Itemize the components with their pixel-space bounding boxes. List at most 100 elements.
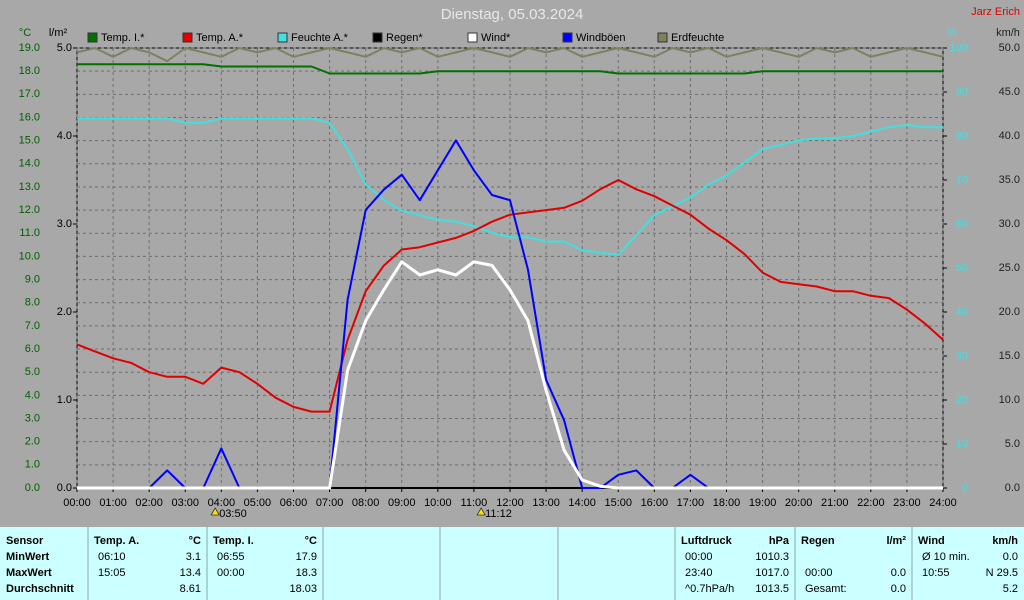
y3-tick-label: 2.0 (57, 306, 72, 318)
x-tick-label: 09:00 (388, 497, 416, 509)
table-cell: 0.0 (1003, 551, 1018, 563)
x-tick-label: 15:00 (604, 497, 632, 509)
legend-swatch (562, 32, 573, 43)
y-axis-title: °C (19, 27, 31, 39)
y3-tick-label: 3.0 (57, 218, 72, 230)
table-cell: 18.3 (296, 567, 317, 579)
y3-tick-label: 5.0 (57, 42, 72, 54)
table-cell: 1010.3 (755, 551, 789, 563)
y2-tick-label: 60 (956, 218, 968, 230)
x-tick-label: 03:00 (171, 497, 199, 509)
table-cell: 06:55 (217, 551, 245, 563)
y4-tick-label: 0.0 (1005, 482, 1020, 494)
y4-tick-label: 40.0 (999, 130, 1020, 142)
y4-tick-label: 45.0 (999, 86, 1020, 98)
legend-label: Wind* (481, 32, 511, 44)
x-tick-label: 18:00 (713, 497, 741, 509)
legend-swatch (467, 32, 478, 43)
table-header-cell: °C (189, 535, 201, 547)
y4-tick-label: 10.0 (999, 394, 1020, 406)
y-tick-label: 11.0 (19, 227, 40, 239)
table-cell: 00:00 (217, 567, 245, 579)
series-line (76, 47, 944, 63)
y-tick-label: 10.0 (19, 250, 40, 262)
x-tick-label: 21:00 (821, 497, 849, 509)
legend-label: Erdfeuchte (671, 32, 724, 44)
x-tick-label: 14:00 (568, 497, 596, 509)
x-tick-label: 22:00 (857, 497, 885, 509)
y-tick-label: 16.0 (19, 111, 40, 123)
y-tick-label: 18.0 (19, 65, 40, 77)
legend-swatch (87, 32, 98, 43)
table-cell: 1013.5 (755, 583, 789, 595)
y-tick-label: 5.0 (25, 366, 40, 378)
y2-tick-label: 100 (950, 42, 968, 54)
y-tick-label: 0.0 (25, 482, 40, 494)
y4-tick-label: 25.0 (999, 262, 1020, 274)
legend-swatch (372, 32, 383, 43)
legend-label: Temp. I.* (101, 32, 145, 44)
legend-label: Regen* (386, 32, 423, 44)
y-tick-label: 13.0 (19, 181, 40, 193)
table-cell: ^0.7hPa/h (685, 583, 734, 595)
x-tick-label: 16:00 (641, 497, 669, 509)
table-cell: 00:00 (805, 567, 833, 579)
table-cell: MinWert (6, 551, 50, 563)
y2-tick-label: 70 (956, 174, 968, 186)
table-header-cell: hPa (769, 535, 790, 547)
table-cell: 1017.0 (755, 567, 789, 579)
table-header-cell: Wind (918, 535, 945, 547)
x-tick-label: 01:00 (99, 497, 127, 509)
table-cell: Ø 10 min. (922, 551, 970, 563)
x-tick-label: 13:00 (532, 497, 560, 509)
series-line (76, 179, 944, 413)
table-cell: 5.2 (1003, 583, 1018, 595)
table-cell: 10:55 (922, 567, 950, 579)
table-header-cell: Luftdruck (681, 535, 733, 547)
x-tick-label: 17:00 (677, 497, 705, 509)
table-header-cell: Temp. I. (213, 535, 254, 547)
x-tick-label: 10:00 (424, 497, 452, 509)
y-tick-label: 17.0 (19, 88, 40, 100)
table-cell: MaxWert (6, 567, 52, 579)
table-cell: 0.0 (891, 567, 906, 579)
table-header-cell: Temp. A. (94, 535, 139, 547)
y-tick-label: 2.0 (25, 436, 40, 448)
table-header-cell: °C (305, 535, 317, 547)
x-tick-label: 12:00 (496, 497, 524, 509)
y-tick-label: 8.0 (25, 297, 40, 309)
table-cell: 17.9 (296, 551, 317, 563)
x-tick-label: 07:00 (316, 497, 344, 509)
y-tick-label: 7.0 (25, 320, 40, 332)
table-header-cell: Sensor (6, 535, 44, 547)
y4-tick-label: 30.0 (999, 218, 1020, 230)
y3-tick-label: 4.0 (57, 130, 72, 142)
legend-swatch (277, 32, 288, 43)
y-tick-label: 14.0 (19, 158, 40, 170)
y2-tick-label: 80 (956, 130, 968, 142)
y2-tick-label: 30 (956, 350, 968, 362)
series-line (77, 117, 943, 256)
y2-tick-label: 90 (956, 86, 968, 98)
y4-tick-label: 15.0 (999, 350, 1020, 362)
y-tick-label: 15.0 (19, 135, 40, 147)
series-line (77, 260, 943, 490)
legend-label: Windböen (576, 32, 626, 44)
x-tick-label: 20:00 (785, 497, 813, 509)
series-line (77, 63, 943, 75)
y3-tick-label: 0.0 (57, 482, 72, 494)
y4-tick-label: 50.0 (999, 42, 1020, 54)
x-tick-label: 08:00 (352, 497, 380, 509)
y4-tick-label: 20.0 (999, 306, 1020, 318)
table-cell: 15:05 (98, 567, 126, 579)
x-tick-label: 05:00 (244, 497, 272, 509)
x-tick-label: 24:00 (929, 497, 957, 509)
y2-tick-label: 0 (962, 482, 968, 494)
table-cell: 06:10 (98, 551, 126, 563)
y4-axis-title: km/h (996, 27, 1020, 39)
table-background (0, 527, 1024, 600)
legend-swatch (182, 32, 193, 43)
legend-label: Feuchte A.* (291, 32, 349, 44)
table-cell: 23:40 (685, 567, 713, 579)
y-tick-label: 3.0 (25, 412, 40, 424)
